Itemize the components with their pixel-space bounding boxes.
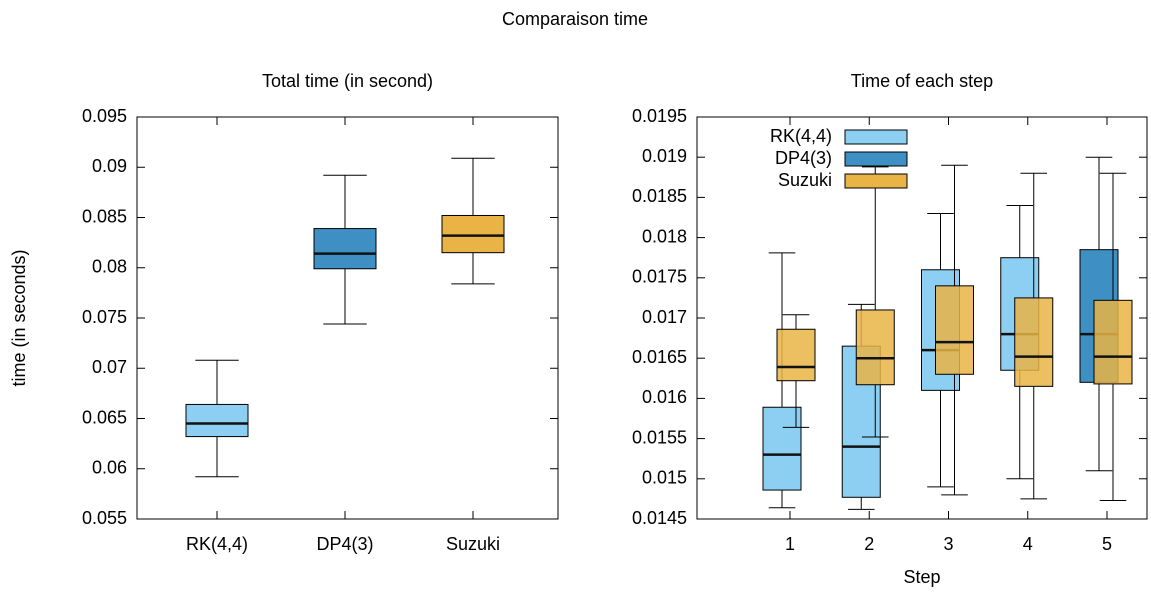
y-tick-label: 0.08 xyxy=(92,257,127,277)
x-tick-label: Suzuki xyxy=(446,534,500,554)
box xyxy=(935,285,974,375)
y-tick-label: 0.015 xyxy=(642,468,687,488)
y-tick-label: 0.095 xyxy=(82,106,127,126)
plot-frame xyxy=(696,116,1148,520)
box xyxy=(762,406,802,491)
x-tick-label: 4 xyxy=(1023,534,1033,554)
plot-frame xyxy=(136,116,559,520)
y-tick-label: 0.0195 xyxy=(632,106,687,126)
legend-label: Suzuki xyxy=(778,170,832,190)
y-tick-label: 0.085 xyxy=(82,206,127,226)
y-tick-label: 0.0155 xyxy=(632,427,687,447)
box xyxy=(185,403,249,438)
y-tick-label: 0.06 xyxy=(92,458,127,478)
x-axis-label: Step xyxy=(903,567,940,587)
legend-swatch xyxy=(844,151,908,167)
legend-label: DP4(3) xyxy=(775,148,832,168)
y-tick-label: 0.019 xyxy=(642,146,687,166)
legend-label: RK(4,4) xyxy=(770,126,832,146)
x-tick-label: 1 xyxy=(785,534,795,554)
box xyxy=(1093,299,1133,385)
y-tick-label: 0.018 xyxy=(642,226,687,246)
box xyxy=(441,214,505,254)
x-tick-label: 5 xyxy=(1102,534,1112,554)
legend-swatch xyxy=(844,173,908,189)
y-tick-label: 0.0165 xyxy=(632,347,687,367)
box xyxy=(1014,297,1054,387)
y-tick-label: 0.0145 xyxy=(632,508,687,528)
box xyxy=(855,309,895,386)
x-tick-label: RK(4,4) xyxy=(186,534,248,554)
figure-title: Comparaison time xyxy=(502,9,648,29)
y-tick-label: 0.016 xyxy=(642,387,687,407)
chart-title: Time of each step xyxy=(851,71,993,91)
box xyxy=(313,228,377,270)
y-tick-label: 0.065 xyxy=(82,407,127,427)
x-tick-label: 3 xyxy=(943,534,953,554)
y-tick-label: 0.0185 xyxy=(632,186,687,206)
y-tick-label: 0.017 xyxy=(642,307,687,327)
legend-swatch xyxy=(844,129,908,145)
box xyxy=(776,328,816,382)
y-tick-label: 0.0175 xyxy=(632,267,687,287)
y-tick-label: 0.075 xyxy=(82,307,127,327)
y-tick-label: 0.09 xyxy=(92,156,127,176)
y-axis-label: time (in seconds) xyxy=(9,249,29,386)
x-tick-label: DP4(3) xyxy=(316,534,373,554)
chart-title: Total time (in second) xyxy=(262,71,433,91)
y-tick-label: 0.055 xyxy=(82,508,127,528)
x-tick-label: 2 xyxy=(864,534,874,554)
y-tick-label: 0.07 xyxy=(92,357,127,377)
